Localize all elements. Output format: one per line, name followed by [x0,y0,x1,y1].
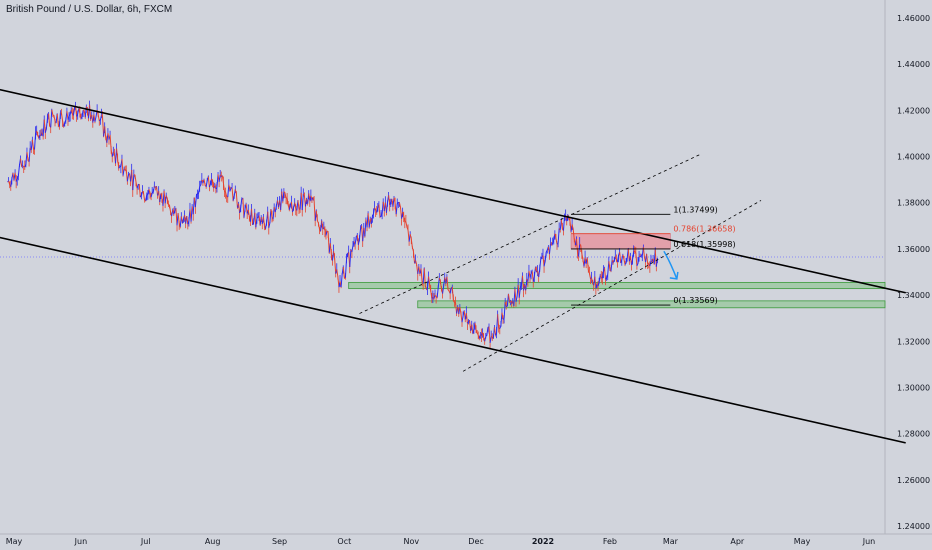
price-segment [533,267,536,277]
y-tick-label: 1.44000 [897,60,930,69]
x-tick-label: Nov [403,537,419,546]
plot-background [0,0,885,534]
price-segment [280,191,283,210]
price-segment [284,192,287,199]
price-segment [102,116,105,137]
price-segment [442,285,445,294]
projection-arrow [663,250,678,280]
price-segment [358,228,362,239]
y-tick-label: 1.28000 [897,430,930,439]
y-tick-label: 1.42000 [897,106,930,115]
price-segment [66,111,69,120]
fib-level-label: 0.618(1.35998) [673,240,735,249]
price-segment [134,174,137,183]
fib-level-label: 1(1.37499) [673,205,717,214]
price-segment [465,313,468,324]
price-segment [205,180,208,187]
price-segment [48,113,51,126]
price-segment [61,113,64,121]
y-tick-label: 1.24000 [897,522,930,531]
projection-arrow-head [669,271,679,280]
y-tick-label: 1.40000 [897,153,930,162]
fib-level-label: 0.786(1.36658) [673,225,735,234]
price-segment [378,204,381,217]
y-tick-label: 1.30000 [897,383,930,392]
price-segment [410,238,413,248]
x-tick-label: Jul [140,537,151,546]
x-tick-label: Mar [663,537,679,546]
price-segment [222,183,226,192]
price-segment [156,186,159,196]
y-tick-label: 1.26000 [897,476,930,485]
price-segment [301,194,304,211]
price-segment [268,222,271,228]
price-segment [327,232,330,253]
x-tick-label: Apr [730,537,745,546]
price-segment [619,252,622,263]
price-segment [72,109,75,116]
y-tick-label: 1.46000 [897,14,930,23]
price-segment [51,109,54,116]
x-tick-label: Oct [337,537,351,546]
price-segment [168,205,172,212]
price-segment [336,269,339,277]
x-tick-label: Sep [272,537,287,546]
y-tick-label: 1.32000 [897,337,930,346]
price-segment [555,237,558,245]
y-tick-label: 1.36000 [897,245,930,254]
x-tick-label: Jun [862,537,876,546]
price-segment [242,198,245,218]
price-segment [126,174,129,182]
price-segment [240,198,243,208]
fib-level-label: 0(1.33569) [673,296,717,305]
price-segment [364,219,367,237]
channel-upper-line [0,88,906,294]
price-segment [207,176,210,188]
price-segment [325,230,328,236]
price-segment [548,243,552,255]
price-segment [395,203,398,215]
price-segment [428,276,431,285]
price-segment [340,273,343,288]
price-segment [515,296,518,302]
price-segment [28,147,31,162]
price-segment [507,293,511,302]
channel-lower-line [0,236,906,444]
price-segment [572,229,575,240]
x-tick-label: 2022 [532,537,554,546]
inner-channel-upper-line [359,153,701,314]
price-segment [349,249,352,267]
x-tick-label: May [794,537,811,546]
y-tick-label: 1.34000 [897,291,930,300]
price-segment [398,202,401,208]
price-segment [646,253,649,264]
price-segment [604,268,607,280]
price-segment [539,258,542,270]
price-segment [636,263,639,267]
support-zone [348,281,886,290]
price-segment [247,209,250,217]
x-tick-label: Feb [603,537,617,546]
x-tick-label: Dec [468,537,483,546]
x-tick-label: Jun [74,537,88,546]
price-segment [143,193,146,201]
support-zone [417,300,886,309]
price-segment [514,289,517,302]
price-segment [449,288,452,294]
price-segment [447,289,450,292]
price-segment [471,324,474,334]
x-tick-label: May [6,537,23,546]
price-segment [531,271,534,282]
y-tick-label: 1.38000 [897,199,930,208]
price-segment [415,260,418,265]
x-tick-label: Aug [205,537,221,546]
price-segment [436,287,439,298]
price-segment [235,193,238,208]
price-segment [17,165,20,177]
chart-title: British Pound / U.S. Dollar, 6h, FXCM [6,4,173,15]
